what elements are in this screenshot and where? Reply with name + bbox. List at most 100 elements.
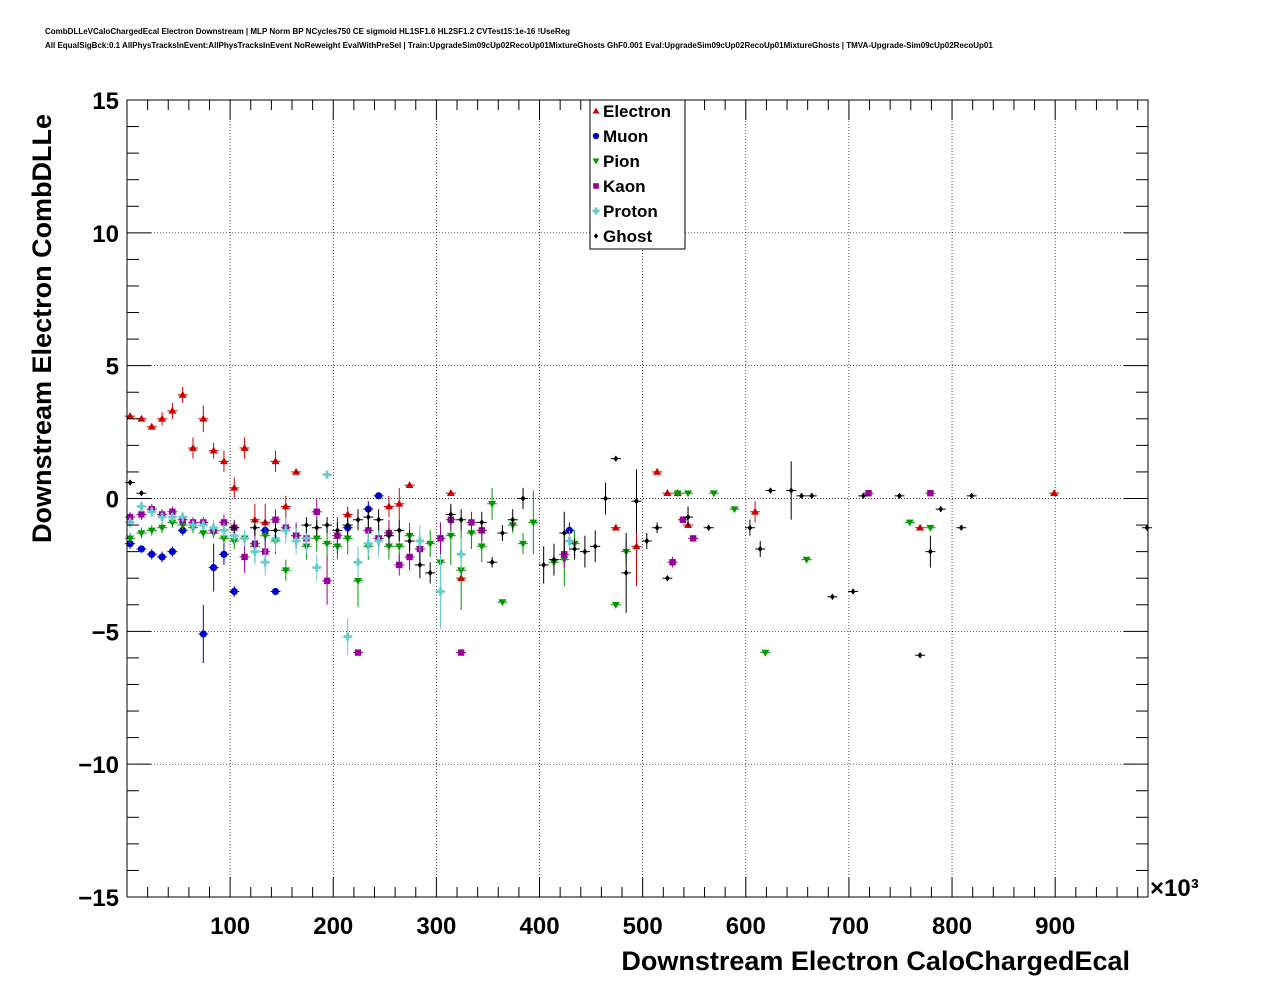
marker <box>467 530 476 538</box>
marker <box>519 540 528 548</box>
data-point-pion <box>904 519 915 527</box>
data-point-electron <box>445 489 456 496</box>
data-point-electron <box>915 523 926 531</box>
data-point-muon <box>136 545 147 553</box>
marker <box>261 558 270 567</box>
marker <box>137 502 146 511</box>
data-point-proton <box>564 530 575 552</box>
data-point-ghost <box>848 588 859 595</box>
marker <box>830 593 835 600</box>
data-point-proton <box>414 525 425 557</box>
marker <box>374 537 383 546</box>
marker <box>499 529 505 537</box>
marker <box>565 537 574 546</box>
marker <box>334 527 340 534</box>
data-point-electron <box>610 523 621 531</box>
data-point-ghost <box>915 652 926 659</box>
data-point-pion <box>760 649 771 657</box>
marker <box>376 516 382 523</box>
marker <box>250 547 259 556</box>
data-point-ghost <box>383 527 394 544</box>
chart-title-line-1: CombDLLeVCaloChargedEcal Electron Downst… <box>45 27 571 36</box>
legend-marker <box>592 158 600 165</box>
data-point-ghost <box>662 575 673 582</box>
data-point-electron <box>136 414 147 422</box>
marker <box>147 527 156 535</box>
marker <box>364 539 373 548</box>
data-point-electron <box>404 481 415 489</box>
data-point-ghost <box>894 492 905 500</box>
data-point-electron <box>157 412 168 426</box>
marker <box>529 519 538 527</box>
marker <box>240 444 249 451</box>
data-point-pion <box>672 490 683 498</box>
marker <box>343 632 352 641</box>
data-point-electron <box>229 477 240 499</box>
data-point-proton <box>146 506 157 518</box>
marker <box>561 529 567 537</box>
data-point-ghost <box>683 506 694 528</box>
data-point-ghost <box>342 514 353 536</box>
marker <box>343 535 352 543</box>
data-point-proton <box>435 554 446 629</box>
marker <box>477 543 486 551</box>
marker <box>916 523 925 531</box>
y-axis-title: Downstream Electron CombDLLe <box>27 114 57 543</box>
data-point-ghost <box>332 522 343 539</box>
marker <box>865 489 872 497</box>
marker <box>137 545 146 553</box>
marker <box>158 414 167 422</box>
marker <box>219 526 228 535</box>
data-point-electron <box>270 450 281 472</box>
axis-ticks <box>126 99 1148 898</box>
marker <box>178 513 187 522</box>
data-point-electron <box>146 422 157 430</box>
marker <box>927 489 934 497</box>
marker <box>406 553 413 561</box>
marker <box>126 535 135 543</box>
marker <box>457 550 466 559</box>
x-tick-label: 900 <box>1035 913 1075 940</box>
marker <box>178 390 187 398</box>
data-point-ghost <box>703 524 714 531</box>
marker <box>582 548 588 555</box>
data-point-kaon <box>456 649 467 656</box>
marker <box>324 521 330 529</box>
marker <box>314 524 320 531</box>
marker <box>147 422 156 430</box>
data-point-electron <box>383 495 394 518</box>
legend-marker <box>592 207 600 215</box>
marker <box>572 545 577 553</box>
marker <box>938 505 944 513</box>
marker <box>126 412 135 419</box>
marker <box>158 553 166 561</box>
marker <box>126 518 135 527</box>
marker <box>189 521 198 530</box>
data-point-ghost <box>600 482 611 515</box>
x-tick-label: 700 <box>829 913 869 940</box>
data-point-electron <box>198 405 209 433</box>
marker <box>199 530 208 538</box>
data-point-ghost <box>569 538 580 560</box>
data-point-pion <box>518 533 529 555</box>
chart-title-line-2: All EqualSigBck:0.1 AllPhysTracksInEvent… <box>45 41 993 50</box>
data-point-ghost <box>425 562 436 584</box>
marker <box>252 524 258 531</box>
x-tick-label: 800 <box>932 913 972 940</box>
marker <box>673 490 682 498</box>
y-tick-label: 5 <box>106 354 119 381</box>
marker <box>365 513 371 521</box>
data-point-ghost <box>579 535 590 568</box>
data-point-kaon <box>688 535 699 542</box>
data-point-electron <box>662 489 673 496</box>
marker <box>168 548 176 556</box>
data-point-ghost <box>925 535 936 568</box>
marker <box>127 479 133 486</box>
marker <box>323 470 332 479</box>
data-point-ghost <box>610 455 621 462</box>
series-kaon <box>125 489 936 656</box>
legend-marker <box>592 107 600 114</box>
legend-label: Ghost <box>603 227 652 246</box>
data-point-pion <box>280 559 291 581</box>
marker <box>905 519 914 527</box>
